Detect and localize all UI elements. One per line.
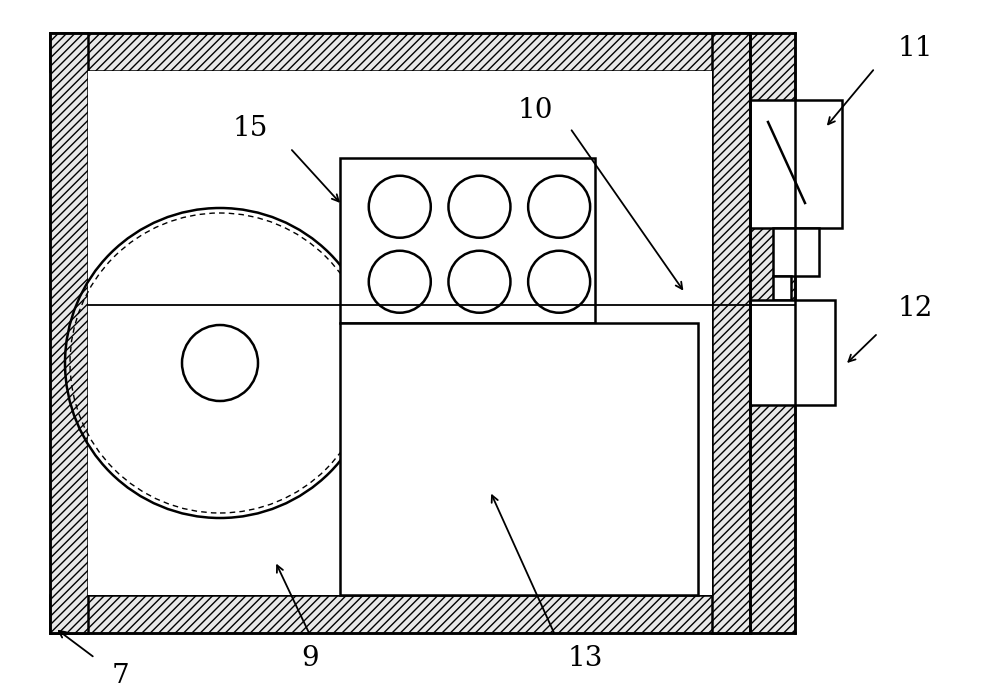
Polygon shape bbox=[750, 300, 835, 405]
Polygon shape bbox=[50, 595, 750, 633]
Polygon shape bbox=[50, 33, 88, 633]
Polygon shape bbox=[88, 71, 712, 595]
Polygon shape bbox=[750, 100, 842, 228]
Text: 10: 10 bbox=[517, 98, 553, 124]
Polygon shape bbox=[773, 276, 791, 300]
Text: 15: 15 bbox=[232, 115, 268, 141]
Polygon shape bbox=[712, 33, 750, 633]
Polygon shape bbox=[750, 33, 795, 633]
Text: 7: 7 bbox=[111, 663, 129, 683]
Text: 13: 13 bbox=[567, 645, 603, 671]
Text: 12: 12 bbox=[897, 294, 933, 322]
Text: 9: 9 bbox=[301, 645, 319, 671]
Polygon shape bbox=[340, 158, 595, 323]
Polygon shape bbox=[50, 33, 750, 71]
Text: 11: 11 bbox=[897, 35, 933, 61]
Polygon shape bbox=[340, 323, 698, 595]
Polygon shape bbox=[773, 228, 819, 276]
